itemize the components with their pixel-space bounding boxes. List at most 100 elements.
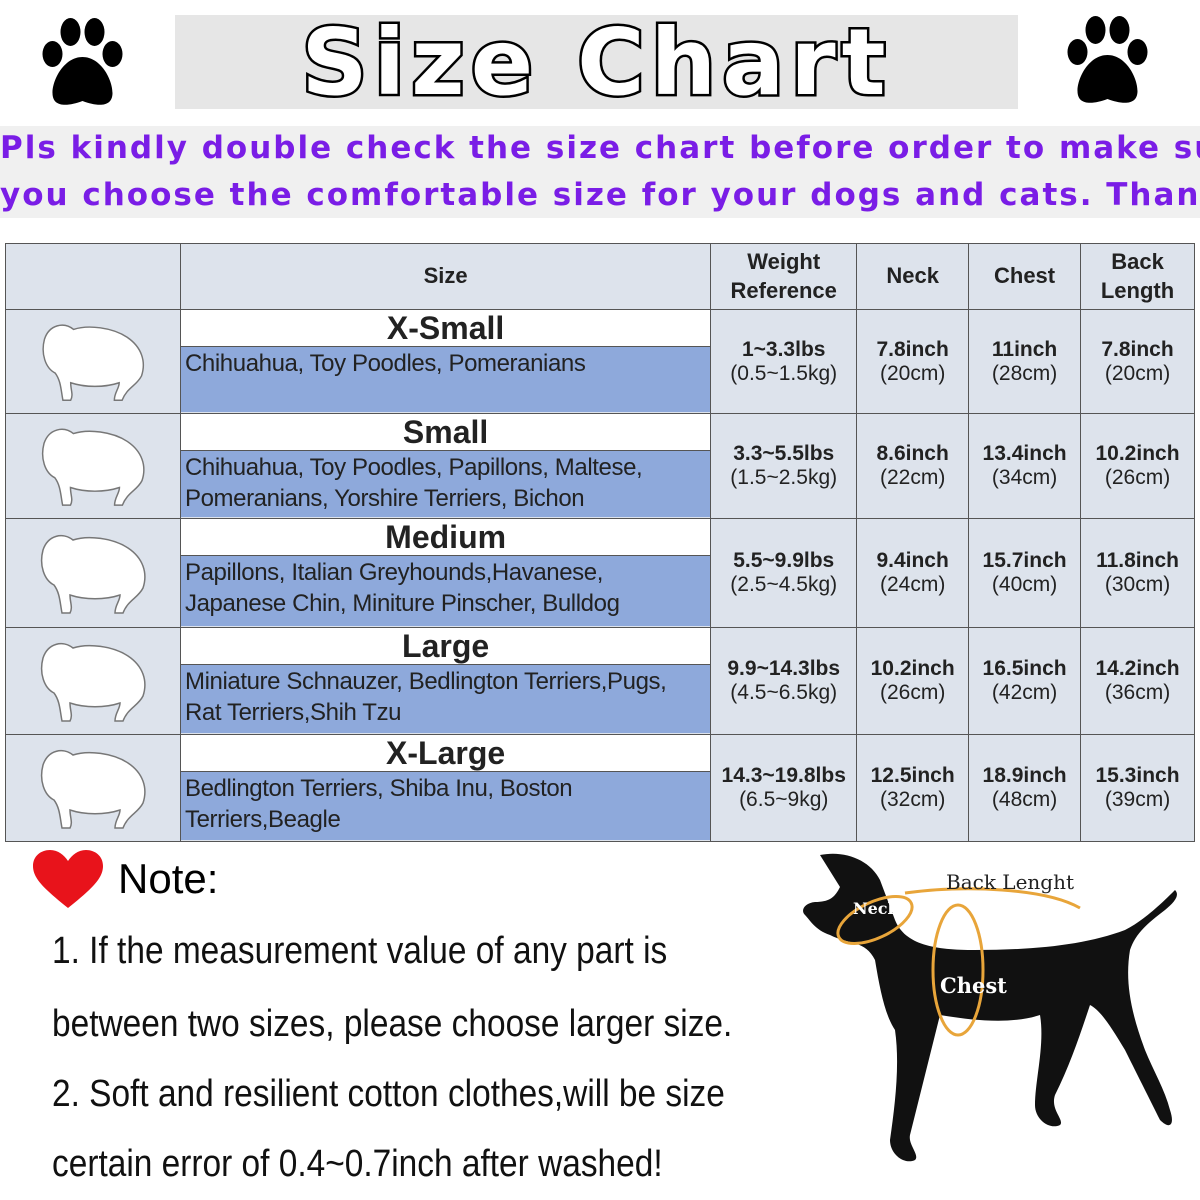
weight-value: 9.9~14.3lbs [727, 657, 841, 680]
dog-outline-icon [42, 324, 145, 401]
chest-cell: 15.7inch (40cm) [968, 518, 1082, 628]
neck-metric-value: (24cm) [879, 573, 946, 596]
chest-cell: 18.9inch (48cm) [968, 734, 1082, 842]
table-row: X-Small Chihuahua, Toy Poodles, Pomerania… [5, 309, 1195, 414]
weight-cell: 14.3~19.8lbs (6.5~9kg) [710, 734, 858, 842]
weight-cell: 3.3~5.5lbs (1.5~2.5kg) [710, 413, 858, 519]
dog-silhouette [803, 853, 1177, 1162]
back-metric-value: (39cm) [1104, 788, 1171, 811]
notes-title: Note: [118, 855, 219, 902]
chest-value: 15.7inch [982, 549, 1067, 572]
chest-metric-value: (48cm) [991, 788, 1058, 811]
dog-measurement-diagram [803, 853, 1177, 1162]
weight-value: 5.5~9.9lbs [733, 549, 835, 572]
dog-image-cell [5, 627, 181, 735]
weight-cell: 9.9~14.3lbs (4.5~6.5kg) [710, 627, 858, 735]
table-row: Medium Papillons, Italian Greyhounds,Hava… [5, 518, 1195, 628]
dog-outline-icon [40, 749, 146, 829]
breed-list: Chihuahua, Toy Poodles, Papillons, Malte… [180, 451, 711, 517]
weight-value: 3.3~5.5lbs [733, 442, 835, 465]
neck-value: 10.2inch [870, 657, 955, 680]
back-cell: 10.2inch (26cm) [1080, 413, 1195, 519]
chest-cell: 13.4inch (34cm) [968, 413, 1082, 519]
subtitle-line: you choose the comfortable size for your… [0, 177, 1200, 213]
chest-measure-line [931, 903, 985, 1037]
neck-value: 8.6inch [876, 442, 949, 465]
back-cell: 14.2inch (36cm) [1080, 627, 1195, 735]
table-row: Large Miniature Schnauzer, Bedlington Ter… [5, 627, 1195, 735]
breed-list: Papillons, Italian Greyhounds,Havanese, … [180, 556, 711, 626]
back-cell: 11.8inch (30cm) [1080, 518, 1195, 628]
table-row: X-Large Bedlington Terriers, Shiba Inu, B… [5, 734, 1195, 842]
header-back-length: Back Length [1080, 243, 1195, 310]
note-line: 1. If the measurement value of any part … [52, 930, 668, 972]
dog-image-cell [5, 518, 181, 628]
chest-value: 13.4inch [982, 442, 1067, 465]
dog-image-cell [5, 413, 181, 519]
size-name: X-Large [180, 735, 711, 772]
size-table: Size Weight Reference Neck Chest Back Le… [5, 243, 1195, 842]
neck-value: 12.5inch [870, 764, 955, 787]
chest-value: 16.5inch [982, 657, 1067, 680]
back-value: 10.2inch [1095, 442, 1180, 465]
chest-label: Chest [940, 973, 1007, 998]
table-header-row: Size Weight Reference Neck Chest Back Le… [5, 243, 1195, 310]
neck-cell: 12.5inch (32cm) [856, 734, 970, 842]
header-chest: Chest [968, 243, 1082, 310]
chest-metric-value: (40cm) [991, 573, 1058, 596]
subtitle-line: Pls kindly double check the size chart b… [0, 130, 1200, 166]
chest-metric-value: (34cm) [991, 466, 1058, 489]
size-cell: X-Large Bedlington Terriers, Shiba Inu, B… [179, 734, 712, 842]
size-name: X-Small [180, 310, 711, 347]
weight-metric-value: (2.5~4.5kg) [730, 573, 838, 596]
note-line: 2. Soft and resilient cotton clothes,wil… [52, 1073, 725, 1115]
heart-icon [33, 850, 103, 913]
weight-metric-value: (1.5~2.5kg) [730, 466, 838, 489]
back-value: 11.8inch [1096, 549, 1179, 572]
paw-icon [42, 18, 123, 105]
header-neck: Neck [856, 243, 970, 310]
neck-label: Neck [853, 899, 899, 918]
back-value: 14.2inch [1095, 657, 1180, 680]
size-cell: Large Miniature Schnauzer, Bedlington Ter… [179, 627, 712, 735]
back-value: 7.8inch [1101, 337, 1174, 361]
dog-image-cell [5, 309, 181, 414]
chest-value: 11inch [991, 337, 1058, 361]
dog-outline-icon [40, 534, 146, 614]
neck-cell: 9.4inch (24cm) [856, 518, 970, 628]
header-weight: Weight Reference [710, 243, 858, 310]
back-cell: 7.8inch (20cm) [1080, 309, 1195, 414]
neck-metric-value: (20cm) [879, 361, 946, 385]
neck-metric-value: (22cm) [879, 466, 946, 489]
dog-image-cell [5, 734, 181, 842]
chest-cell: 16.5inch (42cm) [968, 627, 1082, 735]
note-line: between two sizes, please choose larger … [52, 1003, 733, 1045]
weight-metric-value: (0.5~1.5kg) [730, 361, 838, 385]
size-name: Medium [180, 519, 711, 556]
note-line: certain error of 0.4~0.7inch after washe… [52, 1143, 663, 1185]
size-cell: Small Chihuahua, Toy Poodles, Papillons, … [179, 413, 712, 519]
neck-metric-value: (26cm) [879, 681, 946, 704]
neck-cell: 8.6inch (22cm) [856, 413, 970, 519]
back-value: 15.3inch [1095, 764, 1180, 787]
chest-metric-value: (42cm) [991, 681, 1058, 704]
back-metric-value: (36cm) [1104, 681, 1171, 704]
page-title: Size Chart [299, 6, 892, 118]
back-measure-line [904, 887, 1081, 910]
subtitle-banner: Pls kindly double check the size chart b… [0, 126, 1200, 218]
back-metric-value: (26cm) [1104, 466, 1171, 489]
weight-cell: 5.5~9.9lbs (2.5~4.5kg) [710, 518, 858, 628]
breed-list: Miniature Schnauzer, Bedlington Terriers… [180, 665, 711, 733]
back-length-label: Back Lenght [946, 870, 1075, 894]
weight-value: 1~3.3lbs [741, 337, 826, 361]
title-banner: Size Chart [175, 6, 1018, 118]
back-metric-value: (30cm) [1104, 573, 1171, 596]
paw-icon [1067, 16, 1148, 103]
size-name: Small [180, 414, 711, 451]
size-cell: X-Small Chihuahua, Toy Poodles, Pomerania… [179, 309, 712, 414]
weight-cell: 1~3.3lbs (0.5~1.5kg) [710, 309, 858, 414]
breed-list: Chihuahua, Toy Poodles, Pomeranians [180, 347, 711, 412]
table-row: Small Chihuahua, Toy Poodles, Papillons, … [5, 413, 1195, 519]
size-cell: Medium Papillons, Italian Greyhounds,Hava… [179, 518, 712, 628]
header-size: Size [179, 243, 712, 310]
